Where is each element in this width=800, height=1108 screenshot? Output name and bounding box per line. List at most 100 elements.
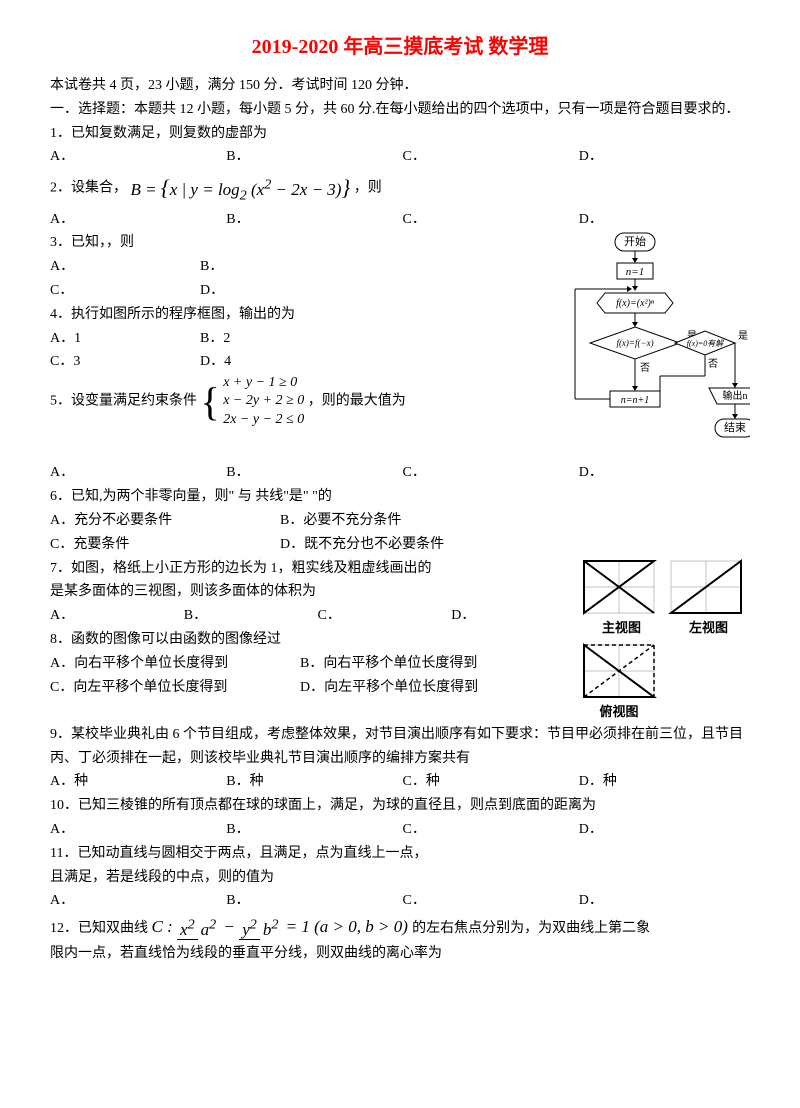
q8-d: D．向左平移个单位长度得到 — [300, 676, 478, 700]
q11-d: D． — [579, 889, 750, 913]
q10-text: 10．已知三棱锥的所有顶点都在球的球面上，满足，为球的直径且，则点到底面的距离为 — [50, 794, 750, 818]
q9-d: D．种 — [579, 770, 750, 794]
q11-a: A． — [50, 889, 221, 913]
q8-text: 8．函数的图像可以由函数的图像经过 — [50, 628, 580, 652]
q12-prefix: 12．已知双曲线 — [50, 921, 148, 936]
q5-b: B． — [226, 461, 397, 485]
fc-out: 输出n — [723, 389, 748, 402]
flowchart-svg: 开始 n=1 f(x)=(x²)ⁿ f(x)=f(−x) 是 f(x)=0有解 … — [520, 231, 750, 461]
intro: 本试卷共 4 页，23 小题，满分 150 分．考试时间 120 分钟． — [50, 74, 750, 98]
main-view — [580, 557, 658, 617]
q6-d: D．既不充分也不必要条件 — [280, 533, 444, 557]
q4-b: B．2 — [200, 327, 350, 351]
q1-options: A． B． C． D． — [50, 145, 750, 169]
flowchart: 开始 n=1 f(x)=(x²)ⁿ f(x)=f(−x) 是 f(x)=0有解 … — [520, 231, 750, 461]
q7-b: B． — [184, 604, 313, 628]
q5-l3: 2x − y − 2 ≤ 0 — [223, 412, 304, 427]
q5-c: C． — [403, 461, 574, 485]
label-left: 左视图 — [667, 617, 750, 639]
q2-d: D． — [579, 208, 750, 232]
q2-c: C． — [403, 208, 574, 232]
q5-d: D． — [579, 461, 750, 485]
q3-a: A． — [50, 255, 200, 279]
q2-b: B． — [226, 208, 397, 232]
q12-l2: 限内一点，若直线恰为线段的垂直平分线，则双曲线的离心率为 — [50, 942, 750, 966]
q10-a: A． — [50, 818, 221, 842]
q5-prefix: 5．设变量满足约束条件 — [50, 394, 197, 409]
page-title: 2019-2020 年高三摸底考试 数学理 — [50, 30, 750, 64]
q4-d: D．4 — [200, 350, 350, 374]
q5-a: A． — [50, 461, 221, 485]
q11-l1: 11．已知动直线与圆相交于两点，且满足，点为直线上一点， — [50, 842, 750, 866]
q1-b: B． — [226, 145, 397, 169]
q9-options: A．种 B．种 C．种 D．种 — [50, 770, 750, 794]
q6-a: A．充分不必要条件 — [50, 509, 280, 533]
fc-inc: n=n+1 — [621, 395, 650, 406]
q9-text: 9．某校毕业典礼由 6 个节目组成，考虑整体效果，对节目演出顺序有如下要求：节目… — [50, 723, 750, 771]
q9-a: A．种 — [50, 770, 221, 794]
q11-c: C． — [403, 889, 574, 913]
left-view — [667, 557, 745, 617]
q10-b: B． — [226, 818, 397, 842]
q11-b: B． — [226, 889, 397, 913]
three-views: 主视图 左视图 俯视图 — [580, 557, 750, 723]
q8-row1: A．向右平移个单位长度得到 B．向右平移个单位长度得到 — [50, 652, 580, 676]
q7-l2: 是某多面体的三视图，则该多面体的体积为 — [50, 580, 580, 604]
q2-prefix: 2．设集合， — [50, 181, 127, 196]
q10-d: D． — [579, 818, 750, 842]
q6-text: 6．已知,为两个非零向量，则" 与 共线"是" "的 — [50, 485, 750, 509]
q1-a: A． — [50, 145, 221, 169]
top-view — [580, 641, 658, 701]
q5-options: A． B． C． D． — [50, 461, 750, 485]
q3-d: D． — [200, 279, 350, 303]
q7-l1: 7．如图，格纸上小正方形的边长为 1，粗实线及粗虚线画出的 — [50, 557, 580, 581]
q3-c: C． — [50, 279, 200, 303]
q10-options: A． B． C． D． — [50, 818, 750, 842]
section-heading: 一．选择题：本题共 12 小题，每小题 5 分，共 60 分.在每小题给出的四个… — [50, 98, 750, 122]
q8-b: B．向右平移个单位长度得到 — [300, 652, 477, 676]
q7-c: C． — [318, 604, 447, 628]
q1-text: 1．已知复数满足，则复数的虚部为 — [50, 122, 750, 146]
q5-suffix: ，则的最大值为 — [308, 394, 406, 409]
q8-row2: C．向左平移个单位长度得到 D．向左平移个单位长度得到 — [50, 676, 580, 700]
q3-b: B． — [200, 255, 350, 279]
fc-end: 结束 — [724, 421, 746, 434]
q7-a: A． — [50, 604, 179, 628]
q11-l2: 且满足，若是线段的中点，则的值为 — [50, 866, 750, 890]
q1-c: C． — [403, 145, 574, 169]
q1-d: D． — [579, 145, 750, 169]
q4-options-row2: C．3 D．4 — [50, 350, 514, 374]
q4-c: C．3 — [50, 350, 200, 374]
q12-suffix: 的左右焦点分别为，为双曲线上第二象 — [412, 921, 650, 936]
fc-cond1: f(x)=f(−x) — [616, 338, 653, 348]
fc-cond2: f(x)=0有解 — [687, 339, 725, 348]
q7-block: 7．如图，格纸上小正方形的边长为 1，粗实线及粗虚线画出的 是某多面体的三视图，… — [50, 557, 750, 723]
fc-n1: n=1 — [626, 266, 644, 278]
q6-c: C．充要条件 — [50, 533, 280, 557]
q11-options: A． B． C． D． — [50, 889, 750, 913]
q2-a: A． — [50, 208, 221, 232]
q12-text: 12．已知双曲线 C : x2a2 − y2b2 = 1 (a > 0, b >… — [50, 913, 750, 942]
q5-l2: x − 2y + 2 ≥ 0 — [223, 393, 304, 408]
q2-options: A． B． C． D． — [50, 208, 750, 232]
q5-l1: x + y − 1 ≥ 0 — [223, 375, 297, 390]
q7-options: A． B． C． D． — [50, 604, 580, 628]
q9-b: B．种 — [226, 770, 397, 794]
fc-no2: 否 — [708, 358, 718, 370]
q7-d: D． — [451, 604, 580, 628]
q4-options-row1: A．1 B．2 — [50, 327, 514, 351]
q4-a: A．1 — [50, 327, 200, 351]
q3-options-row1: A． B． — [50, 255, 514, 279]
q2-suffix: ，则 — [354, 181, 382, 196]
q6-row2: C．充要条件 D．既不充分也不必要条件 — [50, 533, 750, 557]
label-top: 俯视图 — [580, 701, 658, 723]
q6-row1: A．充分不必要条件 B．必要不充分条件 — [50, 509, 750, 533]
q2-text: 2．设集合， B = {x | y = log2 (x2 − 2x − 3)} … — [50, 169, 750, 207]
fc-no1: 否 — [640, 362, 650, 374]
fc-start: 开始 — [624, 234, 646, 248]
fc-yes2: 是 — [738, 330, 748, 342]
fc-fx: f(x)=(x²)ⁿ — [616, 298, 655, 309]
q9-c: C．种 — [403, 770, 574, 794]
q6-b: B．必要不充分条件 — [280, 509, 401, 533]
q8-a: A．向右平移个单位长度得到 — [50, 652, 300, 676]
